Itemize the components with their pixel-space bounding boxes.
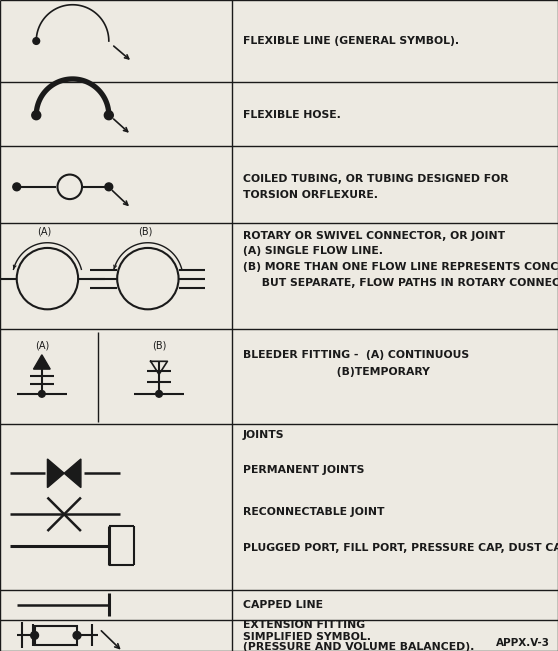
Text: BUT SEPARATE, FLOW PATHS IN ROTARY CONNECTOR.: BUT SEPARATE, FLOW PATHS IN ROTARY CONNE… [243, 277, 558, 288]
Ellipse shape [33, 38, 40, 44]
Polygon shape [47, 459, 64, 488]
Ellipse shape [32, 111, 41, 120]
Text: (A): (A) [37, 227, 52, 237]
Text: (B)TEMPORARY: (B)TEMPORARY [243, 367, 430, 378]
Ellipse shape [73, 631, 81, 639]
Text: FLEXIBLE LINE (GENERAL SYMBOL).: FLEXIBLE LINE (GENERAL SYMBOL). [243, 36, 459, 46]
Ellipse shape [13, 183, 21, 191]
Ellipse shape [31, 631, 39, 639]
Text: RECONNECTABLE JOINT: RECONNECTABLE JOINT [243, 507, 384, 518]
Text: (B): (B) [152, 340, 166, 350]
Text: (A) SINGLE FLOW LINE.: (A) SINGLE FLOW LINE. [243, 246, 383, 256]
Text: CAPPED LINE: CAPPED LINE [243, 600, 323, 610]
Text: BLEEDER FITTING -  (A) CONTINUOUS: BLEEDER FITTING - (A) CONTINUOUS [243, 350, 469, 360]
Polygon shape [33, 355, 50, 369]
Text: (A): (A) [35, 340, 49, 350]
Text: TORSION ORFLEXURE.: TORSION ORFLEXURE. [243, 190, 378, 201]
Ellipse shape [39, 391, 45, 397]
Ellipse shape [105, 183, 113, 191]
Polygon shape [64, 459, 81, 488]
Text: (B): (B) [138, 227, 152, 237]
Text: JOINTS: JOINTS [243, 430, 284, 440]
Ellipse shape [156, 391, 162, 397]
Text: PLUGGED PORT, FILL PORT, PRESSURE CAP, DUST CAP.: PLUGGED PORT, FILL PORT, PRESSURE CAP, D… [243, 543, 558, 553]
Text: (B) MORE THAN ONE FLOW LINE REPRESENTS CONCENTRIC,: (B) MORE THAN ONE FLOW LINE REPRESENTS C… [243, 262, 558, 272]
Text: EXTENSION FITTING: EXTENSION FITTING [243, 620, 365, 630]
Text: (PRESSURE AND VOLUME BALANCED).: (PRESSURE AND VOLUME BALANCED). [243, 642, 474, 651]
Text: SIMPLIFIED SYMBOL.: SIMPLIFIED SYMBOL. [243, 631, 371, 642]
Text: COILED TUBING, OR TUBING DESIGNED FOR: COILED TUBING, OR TUBING DESIGNED FOR [243, 174, 508, 184]
Text: FLEXIBLE HOSE.: FLEXIBLE HOSE. [243, 109, 340, 120]
Text: PERMANENT JOINTS: PERMANENT JOINTS [243, 465, 364, 475]
Ellipse shape [104, 111, 113, 120]
Text: ROTARY OR SWIVEL CONNECTOR, OR JOINT: ROTARY OR SWIVEL CONNECTOR, OR JOINT [243, 230, 505, 241]
Text: APPX.V-3: APPX.V-3 [496, 638, 550, 648]
